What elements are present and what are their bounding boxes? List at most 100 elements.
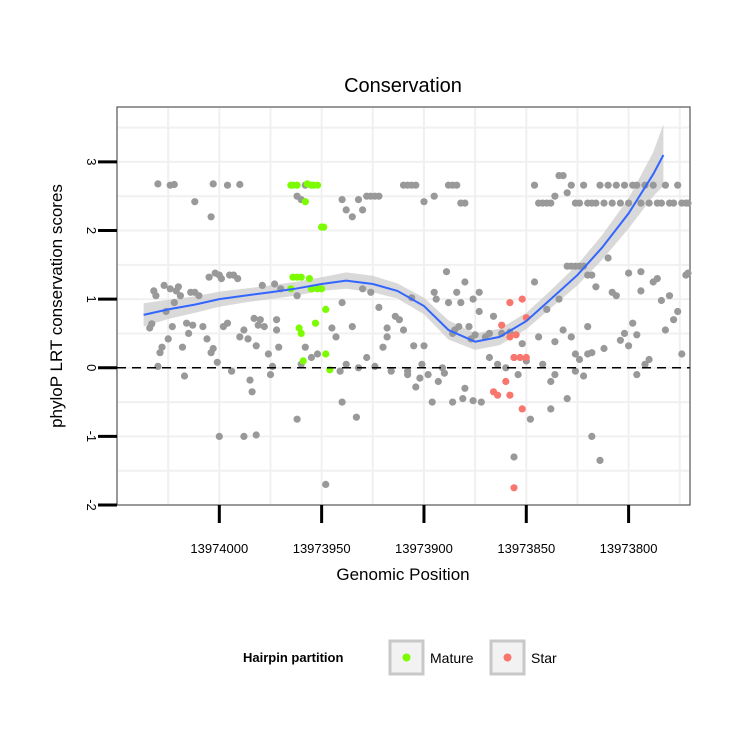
point-other bbox=[352, 413, 360, 421]
point-star bbox=[522, 353, 530, 362]
point-other bbox=[260, 323, 268, 331]
point-other bbox=[252, 431, 260, 439]
point-other bbox=[430, 192, 438, 200]
point-other bbox=[236, 180, 244, 189]
point-other bbox=[625, 199, 633, 207]
point-other bbox=[563, 395, 571, 403]
point-other bbox=[616, 336, 625, 344]
point-other bbox=[359, 285, 367, 293]
point-other bbox=[653, 275, 661, 283]
point-other bbox=[518, 340, 526, 348]
point-star bbox=[502, 377, 510, 386]
point-other bbox=[180, 372, 189, 380]
point-other bbox=[475, 307, 483, 316]
point-other bbox=[455, 323, 463, 331]
point-other bbox=[684, 199, 692, 207]
point-other bbox=[248, 388, 256, 396]
smooth-fit-line bbox=[143, 154, 665, 343]
point-other bbox=[432, 295, 440, 303]
point-other bbox=[567, 333, 575, 341]
point-star bbox=[516, 353, 524, 362]
point-other bbox=[246, 376, 254, 384]
point-other bbox=[580, 372, 588, 380]
point-other bbox=[633, 331, 641, 339]
point-other bbox=[459, 395, 467, 403]
point-other bbox=[580, 181, 588, 189]
x-tick-label: 13973950 bbox=[293, 541, 351, 556]
point-other bbox=[592, 283, 600, 291]
point-other bbox=[359, 206, 367, 214]
point-other bbox=[543, 305, 551, 313]
point-other bbox=[559, 326, 567, 334]
point-other bbox=[244, 335, 252, 343]
y-tick-label: 1 bbox=[84, 296, 99, 303]
point-other bbox=[485, 329, 493, 337]
point-other bbox=[354, 196, 363, 204]
point-other bbox=[293, 415, 301, 423]
point-other bbox=[189, 321, 197, 329]
point-other bbox=[575, 355, 584, 364]
point-star bbox=[498, 321, 506, 329]
point-other bbox=[559, 172, 567, 180]
point-other bbox=[461, 384, 469, 392]
point-other bbox=[338, 299, 346, 307]
point-mature bbox=[313, 181, 322, 189]
point-other bbox=[160, 281, 168, 289]
point-other bbox=[338, 196, 346, 204]
point-other bbox=[332, 333, 340, 341]
point-other bbox=[342, 206, 350, 214]
y-axis: -2 -1 0 1 2 3 bbox=[84, 158, 117, 511]
y-tick-label: -1 bbox=[84, 431, 99, 443]
point-other bbox=[580, 262, 588, 270]
point-other bbox=[195, 292, 203, 300]
y-tick-label: -2 bbox=[84, 499, 99, 511]
point-other bbox=[469, 295, 477, 303]
point-other bbox=[416, 374, 424, 382]
point-other bbox=[338, 398, 346, 406]
point-other bbox=[670, 199, 678, 207]
point-other bbox=[375, 303, 383, 311]
point-other bbox=[404, 367, 412, 375]
point-other bbox=[592, 199, 600, 207]
point-other bbox=[670, 316, 678, 324]
point-other bbox=[430, 288, 438, 296]
point-mature bbox=[297, 329, 305, 337]
point-other bbox=[612, 181, 620, 189]
point-other bbox=[604, 181, 612, 189]
point-other bbox=[596, 181, 604, 189]
point-other bbox=[489, 312, 498, 320]
point-other bbox=[395, 316, 403, 324]
point-other bbox=[547, 377, 555, 386]
point-other bbox=[485, 353, 493, 362]
point-other bbox=[223, 181, 232, 189]
point-other bbox=[240, 326, 248, 334]
point-other bbox=[449, 398, 457, 406]
point-star bbox=[510, 484, 518, 492]
point-other bbox=[461, 199, 469, 207]
point-other bbox=[236, 333, 244, 341]
point-other bbox=[264, 350, 272, 358]
point-other bbox=[268, 362, 277, 370]
y-tick-label: 3 bbox=[84, 158, 99, 165]
point-other bbox=[645, 355, 653, 364]
point-other bbox=[575, 199, 584, 207]
point-other bbox=[442, 268, 451, 276]
point-other bbox=[625, 342, 633, 350]
point-other bbox=[657, 296, 666, 305]
point-other bbox=[367, 288, 375, 296]
point-other bbox=[608, 199, 616, 207]
point-other bbox=[440, 369, 448, 377]
point-other bbox=[477, 398, 485, 406]
point-other bbox=[600, 344, 608, 353]
point-other bbox=[645, 199, 653, 207]
point-mature bbox=[322, 305, 330, 313]
point-other bbox=[363, 353, 371, 362]
point-other bbox=[223, 319, 232, 327]
point-other bbox=[152, 292, 160, 300]
point-other bbox=[371, 362, 379, 370]
point-other bbox=[412, 383, 420, 391]
point-other bbox=[240, 432, 248, 440]
x-tick-label: 13973800 bbox=[600, 541, 658, 556]
point-mature bbox=[301, 198, 309, 206]
point-other bbox=[273, 316, 281, 324]
